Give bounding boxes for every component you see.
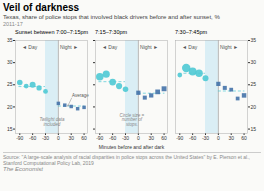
svg-text:-60: -60 xyxy=(189,135,196,141)
svg-text:0: 0 xyxy=(137,135,140,141)
svg-text:Night ►: Night ► xyxy=(220,45,238,51)
html-text:7:30–7:45pm: 7:30–7:45pm xyxy=(175,28,208,35)
svg-text:20: 20 xyxy=(251,104,257,110)
html-text:Sunset between 7:00–7:15pm: Sunset between 7:00–7:15pm xyxy=(15,28,89,35)
html-text:Texas, share of police stops t: Texas, share of police stops that involv… xyxy=(3,13,220,20)
svg-text:20: 20 xyxy=(7,104,13,110)
html-text:The Economist: The Economist xyxy=(3,166,43,173)
svg-text:0: 0 xyxy=(217,135,220,141)
svg-text:60: 60 xyxy=(81,135,87,141)
svg-text:30: 30 xyxy=(68,135,74,141)
svg-text:Night ►: Night ► xyxy=(60,45,78,51)
svg-text:Circle size =number ofstops.: Circle size =number ofstops. xyxy=(120,113,145,127)
svg-text:-90: -90 xyxy=(96,135,103,141)
svg-text:-60: -60 xyxy=(29,135,36,141)
svg-text:-30: -30 xyxy=(202,135,209,141)
svg-text:15: 15 xyxy=(7,126,13,132)
svg-text:30: 30 xyxy=(7,60,13,66)
svg-text:◄ Day: ◄ Day xyxy=(22,45,38,51)
svg-text:Minutes before and after dark: Minutes before and after dark xyxy=(99,144,165,150)
svg-text:35: 35 xyxy=(7,38,13,44)
svg-text:25: 25 xyxy=(7,82,13,88)
html-text:7:15–7:30pm: 7:15–7:30pm xyxy=(95,28,128,35)
svg-text:15: 15 xyxy=(251,126,257,132)
svg-text:30: 30 xyxy=(148,135,154,141)
svg-text:Average: Average xyxy=(72,94,89,99)
svg-text:-30: -30 xyxy=(122,135,129,141)
svg-text:-90: -90 xyxy=(16,135,23,141)
svg-text:-60: -60 xyxy=(109,135,116,141)
svg-text:Twilight dataincluded: Twilight dataincluded xyxy=(39,117,64,127)
svg-text:30: 30 xyxy=(228,135,234,141)
svg-text:-90: -90 xyxy=(176,135,183,141)
svg-text:30: 30 xyxy=(251,60,257,66)
svg-text:35: 35 xyxy=(251,38,257,44)
svg-text:60: 60 xyxy=(241,135,247,141)
svg-text:-30: -30 xyxy=(42,135,49,141)
svg-text:◄ Day: ◄ Day xyxy=(102,45,118,51)
svg-text:25: 25 xyxy=(251,82,257,88)
svg-text:Night ►: Night ► xyxy=(140,45,158,51)
html-text:2011-17: 2011-17 xyxy=(3,20,23,27)
html-text:Veil of darkness: Veil of darkness xyxy=(3,2,80,13)
svg-text:0: 0 xyxy=(57,135,60,141)
svg-text:◄ Day: ◄ Day xyxy=(182,45,198,51)
svg-text:60: 60 xyxy=(161,135,167,141)
html-text:Source: "A large-scale analysi: Source: "A large-scale analysis of racia… xyxy=(3,154,250,167)
